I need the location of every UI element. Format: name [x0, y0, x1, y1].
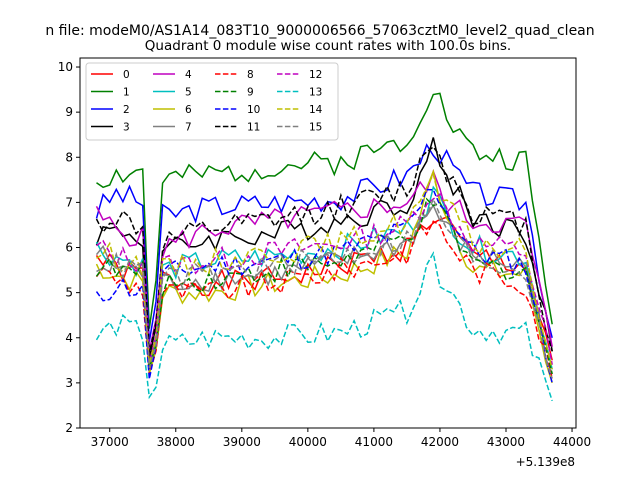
- legend-label: 6: [185, 104, 192, 116]
- series-line-8: [95, 220, 553, 379]
- x-tick-label: 39000: [223, 435, 261, 449]
- legend-label: 0: [123, 69, 130, 81]
- y-tick-label: 3: [65, 376, 73, 390]
- y-tick-label: 6: [65, 241, 73, 255]
- series-line-13: [95, 251, 553, 402]
- legend-box: [85, 62, 339, 141]
- series-line-1: [96, 92, 553, 329]
- series-line-3: [95, 137, 553, 359]
- legend-label: 14: [309, 104, 323, 116]
- y-axis-ticks: 2 3 4 5 6 7 8 9 10: [58, 60, 80, 435]
- axes-frame: [79, 57, 577, 429]
- series-line-12: [96, 193, 553, 365]
- legend-label: 13: [309, 87, 322, 99]
- series-line-15: [96, 197, 553, 379]
- x-axis-ticks: 37000 38000 39000 40000 41000 42000 43000 44000: [91, 428, 591, 449]
- series-line-11: [95, 145, 553, 354]
- y-tick-label: 10: [58, 60, 73, 74]
- legend-label: 2: [123, 104, 130, 116]
- x-tick-label: 43000: [487, 435, 525, 449]
- legend-label: 10: [247, 104, 260, 116]
- x-tick-label: 37000: [91, 435, 129, 449]
- legend-label: 7: [185, 122, 192, 134]
- legend-label: 4: [185, 69, 192, 81]
- legend-label: 9: [247, 87, 254, 99]
- series-line-9: [95, 197, 553, 375]
- y-tick-label: 2: [65, 421, 73, 435]
- series-line-14: [96, 172, 553, 370]
- legend-label: 12: [309, 69, 322, 81]
- y-tick-label: 4: [65, 331, 73, 345]
- legend-label: 3: [123, 122, 130, 134]
- x-tick-label: 44000: [553, 435, 591, 449]
- series-line-4: [95, 169, 553, 352]
- y-tick-label: 7: [65, 195, 73, 209]
- x-offset-label: +5.139e8: [516, 455, 575, 469]
- y-tick-label: 5: [65, 286, 73, 300]
- y-tick-label: 8: [65, 150, 73, 164]
- x-tick-label: 41000: [355, 435, 393, 449]
- chart-title: Quadrant 0 module wise count rates with …: [145, 38, 511, 54]
- legend-label: 5: [185, 87, 192, 99]
- x-tick-label: 42000: [421, 435, 459, 449]
- x-tick-label: 38000: [157, 435, 195, 449]
- x-tick-label: 40000: [289, 435, 327, 449]
- legend-label: 11: [247, 122, 260, 134]
- legend-label: 1: [123, 87, 130, 99]
- plot-area: [79, 57, 577, 429]
- legend-label: 8: [247, 69, 254, 81]
- y-tick-label: 9: [65, 105, 73, 119]
- series-line-6: [95, 168, 553, 384]
- figure-suptitle: n file: modeM0/AS1A14_083T10_9000006566_…: [45, 23, 594, 39]
- legend-label: 15: [309, 122, 322, 134]
- series-layer: [95, 92, 553, 402]
